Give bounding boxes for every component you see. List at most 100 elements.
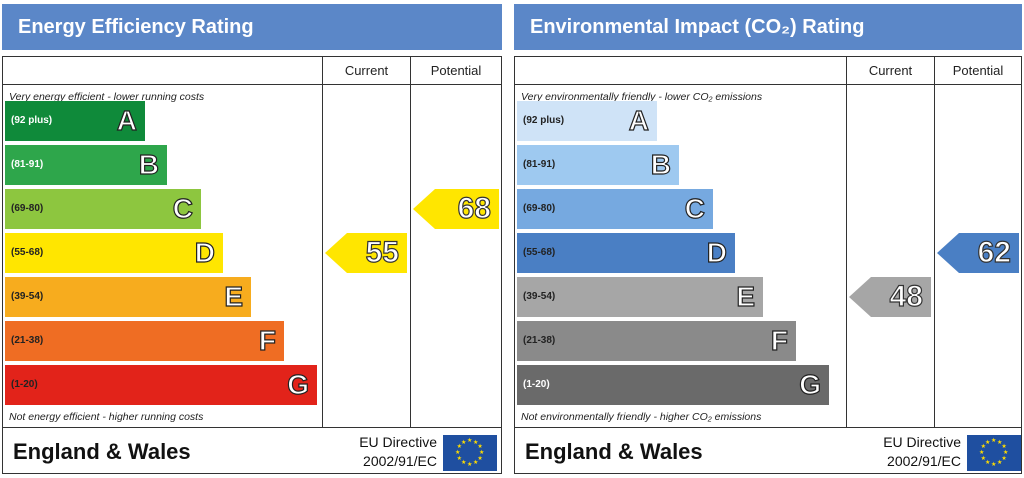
rating-band-b: (81-91) B <box>517 145 679 185</box>
potential-column-header: Potential <box>430 63 482 78</box>
rating-table: Current Potential Very energy efficient … <box>2 56 502 474</box>
rating-band-f: (21-38) F <box>517 321 796 361</box>
band-letter: D <box>194 236 215 268</box>
band-range: (21-38) <box>523 335 556 346</box>
band-range: (92 plus) <box>523 115 565 126</box>
band-letter: C <box>172 192 193 224</box>
eu-directive-line1: EU Directive <box>883 434 961 450</box>
panel-title: Environmental Impact (CO₂) Rating <box>514 4 1022 50</box>
eu-star-icon: ★ <box>985 460 991 467</box>
eu-star-icon: ★ <box>980 444 986 450</box>
band-letter: G <box>287 368 310 400</box>
eu-flag-icon: ★ ★ ★ ★ ★ ★ ★ ★ ★ ★ ★ ★ <box>443 435 497 471</box>
band-range: (55-68) <box>523 247 556 258</box>
region-label: England & Wales <box>13 439 191 464</box>
top-caption: Very environmentally friendly - lower CO… <box>521 91 763 103</box>
eu-directive-line2: 2002/91/EC <box>363 453 437 469</box>
eu-star-icon: ★ <box>991 438 997 444</box>
eu-flag-icon: ★ ★ ★ ★ ★ ★ ★ ★ ★ ★ ★ ★ <box>967 435 1021 471</box>
band-range: (39-54) <box>523 291 556 302</box>
potential-rating-arrow: 62 <box>937 233 1019 273</box>
eu-star-icon: ★ <box>455 450 461 456</box>
band-range: (21-38) <box>11 335 44 346</box>
band-letter: A <box>116 104 137 136</box>
header-divider <box>515 84 1021 85</box>
band-letter: E <box>736 280 756 312</box>
footer-divider <box>3 427 501 428</box>
eu-star-icon: ★ <box>461 439 467 446</box>
rating-table: Current Potential Very environmentally f… <box>514 56 1022 474</box>
band-range: (69-80) <box>11 203 44 214</box>
rating-band-f: (21-38) F <box>5 321 284 361</box>
band-range: (1-20) <box>11 379 38 390</box>
eu-star-icon: ★ <box>1001 456 1007 462</box>
eu-star-icon: ★ <box>997 439 1003 446</box>
eu-star-icon: ★ <box>461 460 467 467</box>
eu-star-icon: ★ <box>477 444 483 450</box>
band-letter: F <box>258 324 276 356</box>
bottom-caption: Not environmentally friendly - higher CO… <box>521 411 762 423</box>
current-column-header: Current <box>344 63 389 78</box>
eu-directive-line1: EU Directive <box>359 434 437 450</box>
panel-title: Energy Efficiency Rating <box>2 4 502 50</box>
eu-star-icon: ★ <box>456 444 462 450</box>
rating-band-a: (92 plus) A <box>5 101 145 141</box>
column-divider <box>934 57 935 427</box>
current-rating-value: 48 <box>889 279 924 313</box>
current-column-header: Current <box>868 63 913 78</box>
region-label: England & Wales <box>525 439 703 464</box>
potential-rating-value: 62 <box>977 235 1012 269</box>
current-rating-value: 55 <box>365 235 400 269</box>
band-range: (69-80) <box>523 203 556 214</box>
band-range: (92 plus) <box>11 115 53 126</box>
header-divider <box>3 84 501 85</box>
band-range: (81-91) <box>523 159 556 170</box>
band-letter: D <box>706 236 727 268</box>
environmental-impact-panel: Environmental Impact (CO₂) Rating Curren… <box>514 4 1022 474</box>
energy-efficiency-panel: Energy Efficiency Rating Current Potenti… <box>2 4 502 474</box>
eu-star-icon: ★ <box>979 450 985 456</box>
band-letter: A <box>628 104 649 136</box>
eu-star-icon: ★ <box>980 456 986 462</box>
band-letter: B <box>650 148 671 180</box>
eu-directive: EU Directive 2002/91/EC <box>341 433 437 471</box>
eu-star-icon: ★ <box>473 460 479 467</box>
rating-band-d: (55-68) D <box>5 233 223 273</box>
rating-band-a: (92 plus) A <box>517 101 657 141</box>
band-range: (55-68) <box>11 247 44 258</box>
top-caption: Very energy efficient - lower running co… <box>9 91 205 103</box>
band-range: (39-54) <box>11 291 44 302</box>
potential-rating-arrow: 68 <box>413 189 499 229</box>
eu-directive: EU Directive 2002/91/EC <box>865 433 961 471</box>
rating-band-c: (69-80) C <box>517 189 713 229</box>
current-rating-arrow: 48 <box>849 277 931 317</box>
band-letter: E <box>224 280 244 312</box>
eu-star-icon: ★ <box>1001 444 1007 450</box>
potential-rating-value: 68 <box>457 191 492 225</box>
column-divider <box>410 57 411 427</box>
potential-column-header: Potential <box>952 63 1004 78</box>
footer-divider <box>515 427 1021 428</box>
band-letter: C <box>684 192 705 224</box>
column-divider <box>322 57 323 427</box>
band-range: (81-91) <box>11 159 44 170</box>
rating-band-c: (69-80) C <box>5 189 201 229</box>
column-divider <box>846 57 847 427</box>
bottom-caption: Not energy efficient - higher running co… <box>9 411 204 423</box>
eu-star-icon: ★ <box>1003 450 1009 456</box>
eu-star-icon: ★ <box>467 438 473 444</box>
eu-directive-line2: 2002/91/EC <box>887 453 961 469</box>
eu-star-icon: ★ <box>991 462 997 468</box>
band-letter: F <box>770 324 788 356</box>
eu-star-icon: ★ <box>467 462 473 468</box>
eu-star-icon: ★ <box>997 460 1003 467</box>
rating-band-d: (55-68) D <box>517 233 735 273</box>
band-range: (1-20) <box>523 379 550 390</box>
eu-star-icon: ★ <box>985 439 991 446</box>
rating-band-e: (39-54) E <box>517 277 763 317</box>
rating-band-b: (81-91) B <box>5 145 167 185</box>
rating-band-g: (1-20) G <box>517 365 829 405</box>
eu-star-icon: ★ <box>456 456 462 462</box>
band-letter: G <box>799 368 822 400</box>
eu-star-icon: ★ <box>473 439 479 446</box>
